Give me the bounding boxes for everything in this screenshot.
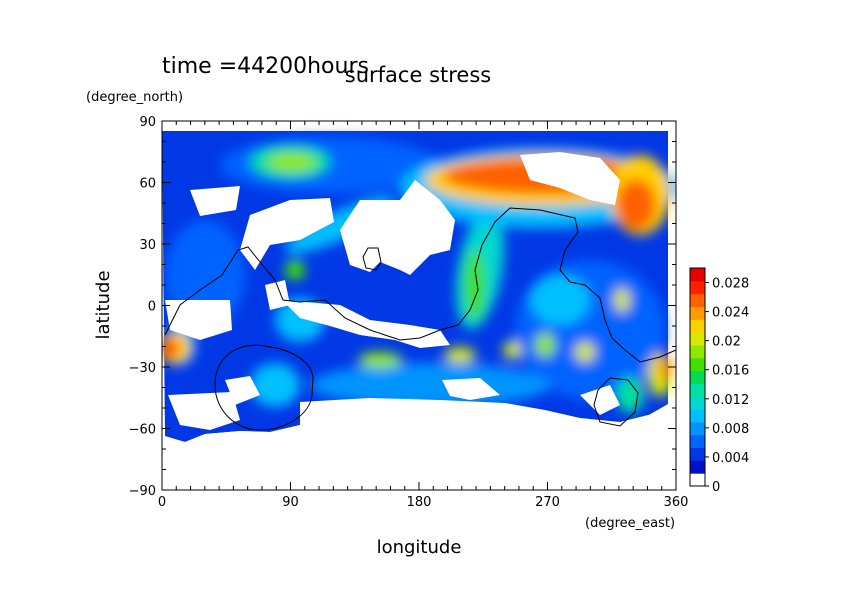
y-tick-label: −90 [129,484,156,499]
colorbar-cell [690,409,705,423]
y-tick-label: −30 [129,361,156,376]
colorbar-frame [689,267,706,487]
chart-title: surface stress [345,63,491,87]
colorbar-tick-label: 0.004 [712,451,749,466]
colorbar-tick-label: 0.008 [712,422,749,437]
east-green-1 [535,333,555,357]
y-tick-label: 60 [139,177,156,192]
colorbar-cell [690,460,705,474]
central-green [285,260,305,280]
y-axis-label: latitude [93,270,114,339]
west-max-core [162,339,179,357]
south-band-2 [444,347,476,363]
y-axis-ticks: 90 60 30 0 −30 −60 −90 [129,115,676,499]
colorbar-tick-label: 0.024 [712,306,749,321]
x-tick-label: 270 [535,495,560,510]
colorbar-labels: 0 0.004 0.008 0.012 0.016 0.02 0.024 0.028 [705,277,749,495]
southeast-orange [657,356,673,380]
colorbar-cell [690,473,705,487]
colorbar-tick-label: 0.012 [712,393,749,408]
colorbar-cell [690,280,705,295]
jet-hook-orange [616,179,656,231]
heatmap-plot [162,121,677,490]
southwest-swirl [250,363,300,407]
island-small [362,247,382,271]
continent-southeast [593,377,639,427]
east-green-2 [503,341,521,359]
colorbar: 0 0.004 0.008 0.012 0.016 0.02 0.024 0.028 [689,267,749,495]
colorbar-tick-label: 0.016 [712,364,749,379]
east-green-4 [614,288,630,312]
colorbar-cell [690,306,705,320]
colorbar-cell [690,319,705,333]
x-tick-label: 180 [407,495,432,510]
colorbar-tick-label: 0.028 [712,277,749,292]
south-band [358,352,402,368]
stress-field [162,131,676,490]
colorbar-cell [690,421,705,436]
y-tick-label: 30 [139,238,156,253]
colorbar-cell [690,370,705,384]
colorbar-cell [690,434,705,449]
colorbar-cell [690,293,705,307]
colorbar-cell [690,344,705,359]
colorbar-cell [690,383,705,397]
southeast-green [616,377,644,413]
x-unit-label: (degree_east) [585,516,675,531]
east-green-3 [575,342,595,362]
colorbar-cell [690,332,705,346]
northwest-band-core [268,153,316,171]
x-axis-label: longitude [377,537,462,558]
colorbar-tick-label: 0.02 [712,335,741,350]
y-tick-label: −60 [129,423,156,438]
zero-regions [162,152,668,490]
colorbar-cell [690,357,705,372]
continent-southwest [214,344,314,431]
colorbar-cell [690,396,705,410]
colorbar-tick-label: 0 [712,480,720,495]
colorbar-cells [690,268,705,487]
y-tick-label: 90 [139,115,156,130]
y-tick-label: 0 [148,300,156,315]
x-tick-label: 360 [664,495,689,510]
x-axis-ticks: 0 90 180 270 360 [158,121,689,510]
east-cyan [530,275,590,325]
colorbar-cell [690,268,705,282]
jet-arm-green [465,250,485,320]
coastline-overlays [164,207,677,431]
x-tick-label: 0 [158,495,166,510]
colorbar-cell [690,447,705,461]
time-label: time =44200hours [162,54,369,79]
x-tick-label: 90 [282,495,299,510]
y-unit-label: (degree_north) [86,90,183,105]
continent-west [164,207,677,363]
